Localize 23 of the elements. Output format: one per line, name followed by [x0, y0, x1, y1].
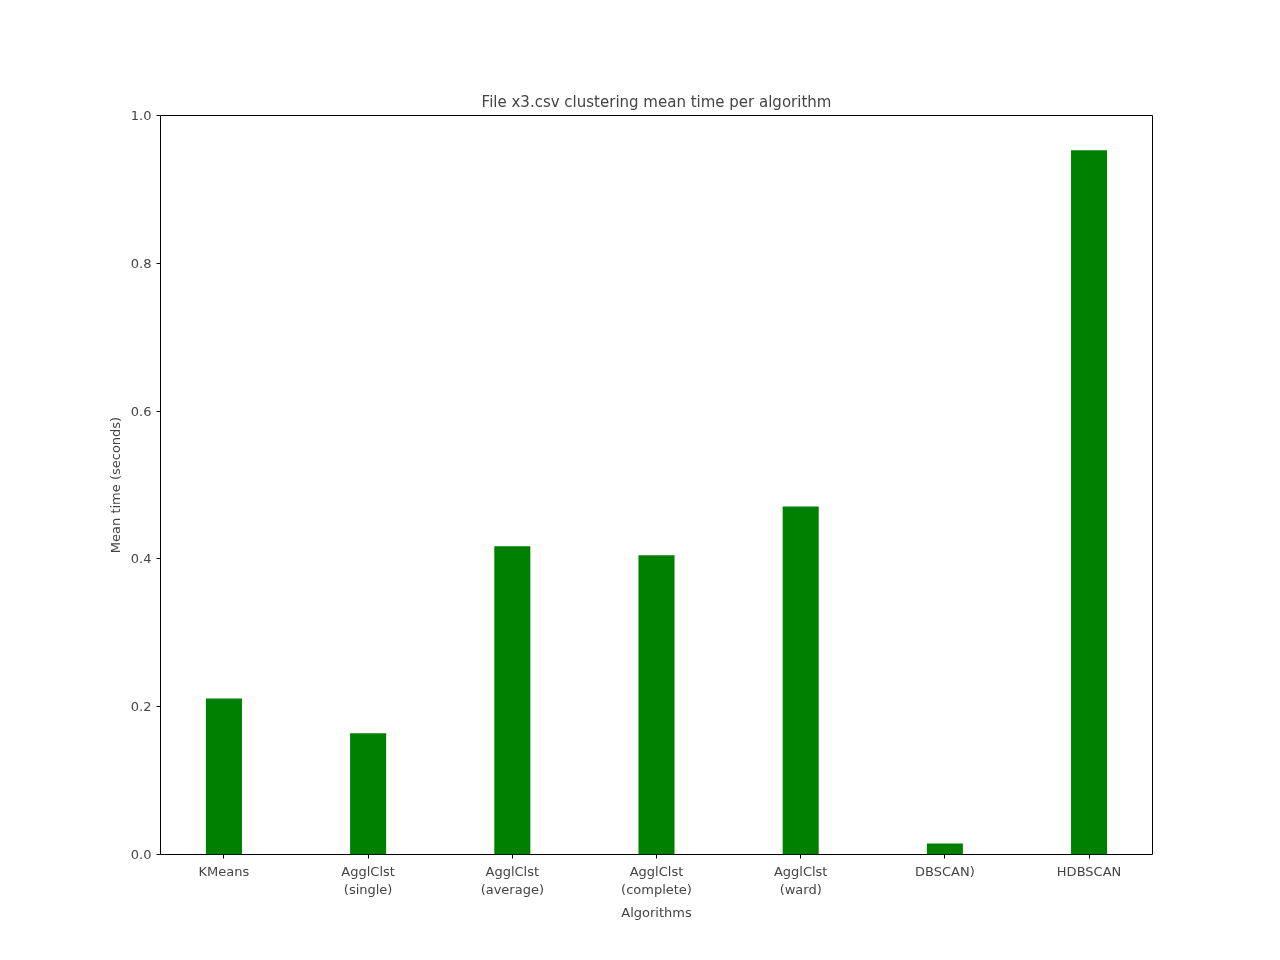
bar: [638, 555, 675, 855]
bar: [782, 506, 819, 855]
y-axis-title: Mean time (seconds): [107, 416, 123, 554]
x-tick-label: AgglClst (ward): [773, 863, 828, 897]
y-tick-label: 1.0: [130, 108, 152, 123]
x-axis-title: Algorithms: [621, 904, 692, 920]
x-tick-label: KMeans: [198, 863, 250, 879]
y-tick-label: 0.2: [130, 699, 152, 715]
bar: [350, 733, 387, 855]
y-tick-label: 0.6: [130, 403, 152, 419]
x-tick-label: AgglClst (complete): [621, 863, 692, 897]
chart-title: File x3.csv clustering mean time per algorithm: [481, 92, 832, 111]
bar: [1071, 150, 1108, 855]
x-tick-label: HDBSCAN: [1056, 863, 1122, 879]
x-tick-label: DBSCAN): [915, 863, 975, 879]
y-tick-label: 0.8: [130, 255, 152, 271]
y-tick-label: 0.0: [130, 847, 152, 862]
y-tick-label: 0.4: [130, 551, 152, 567]
bar: [494, 546, 531, 855]
bar: [926, 843, 963, 855]
x-tick-label: AgglClst (single): [341, 863, 395, 897]
x-tick-label: AgglClst (average): [480, 863, 545, 897]
bar: [205, 698, 242, 855]
